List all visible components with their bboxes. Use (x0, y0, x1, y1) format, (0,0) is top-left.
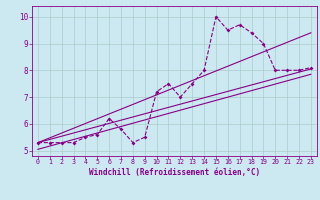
X-axis label: Windchill (Refroidissement éolien,°C): Windchill (Refroidissement éolien,°C) (89, 168, 260, 177)
